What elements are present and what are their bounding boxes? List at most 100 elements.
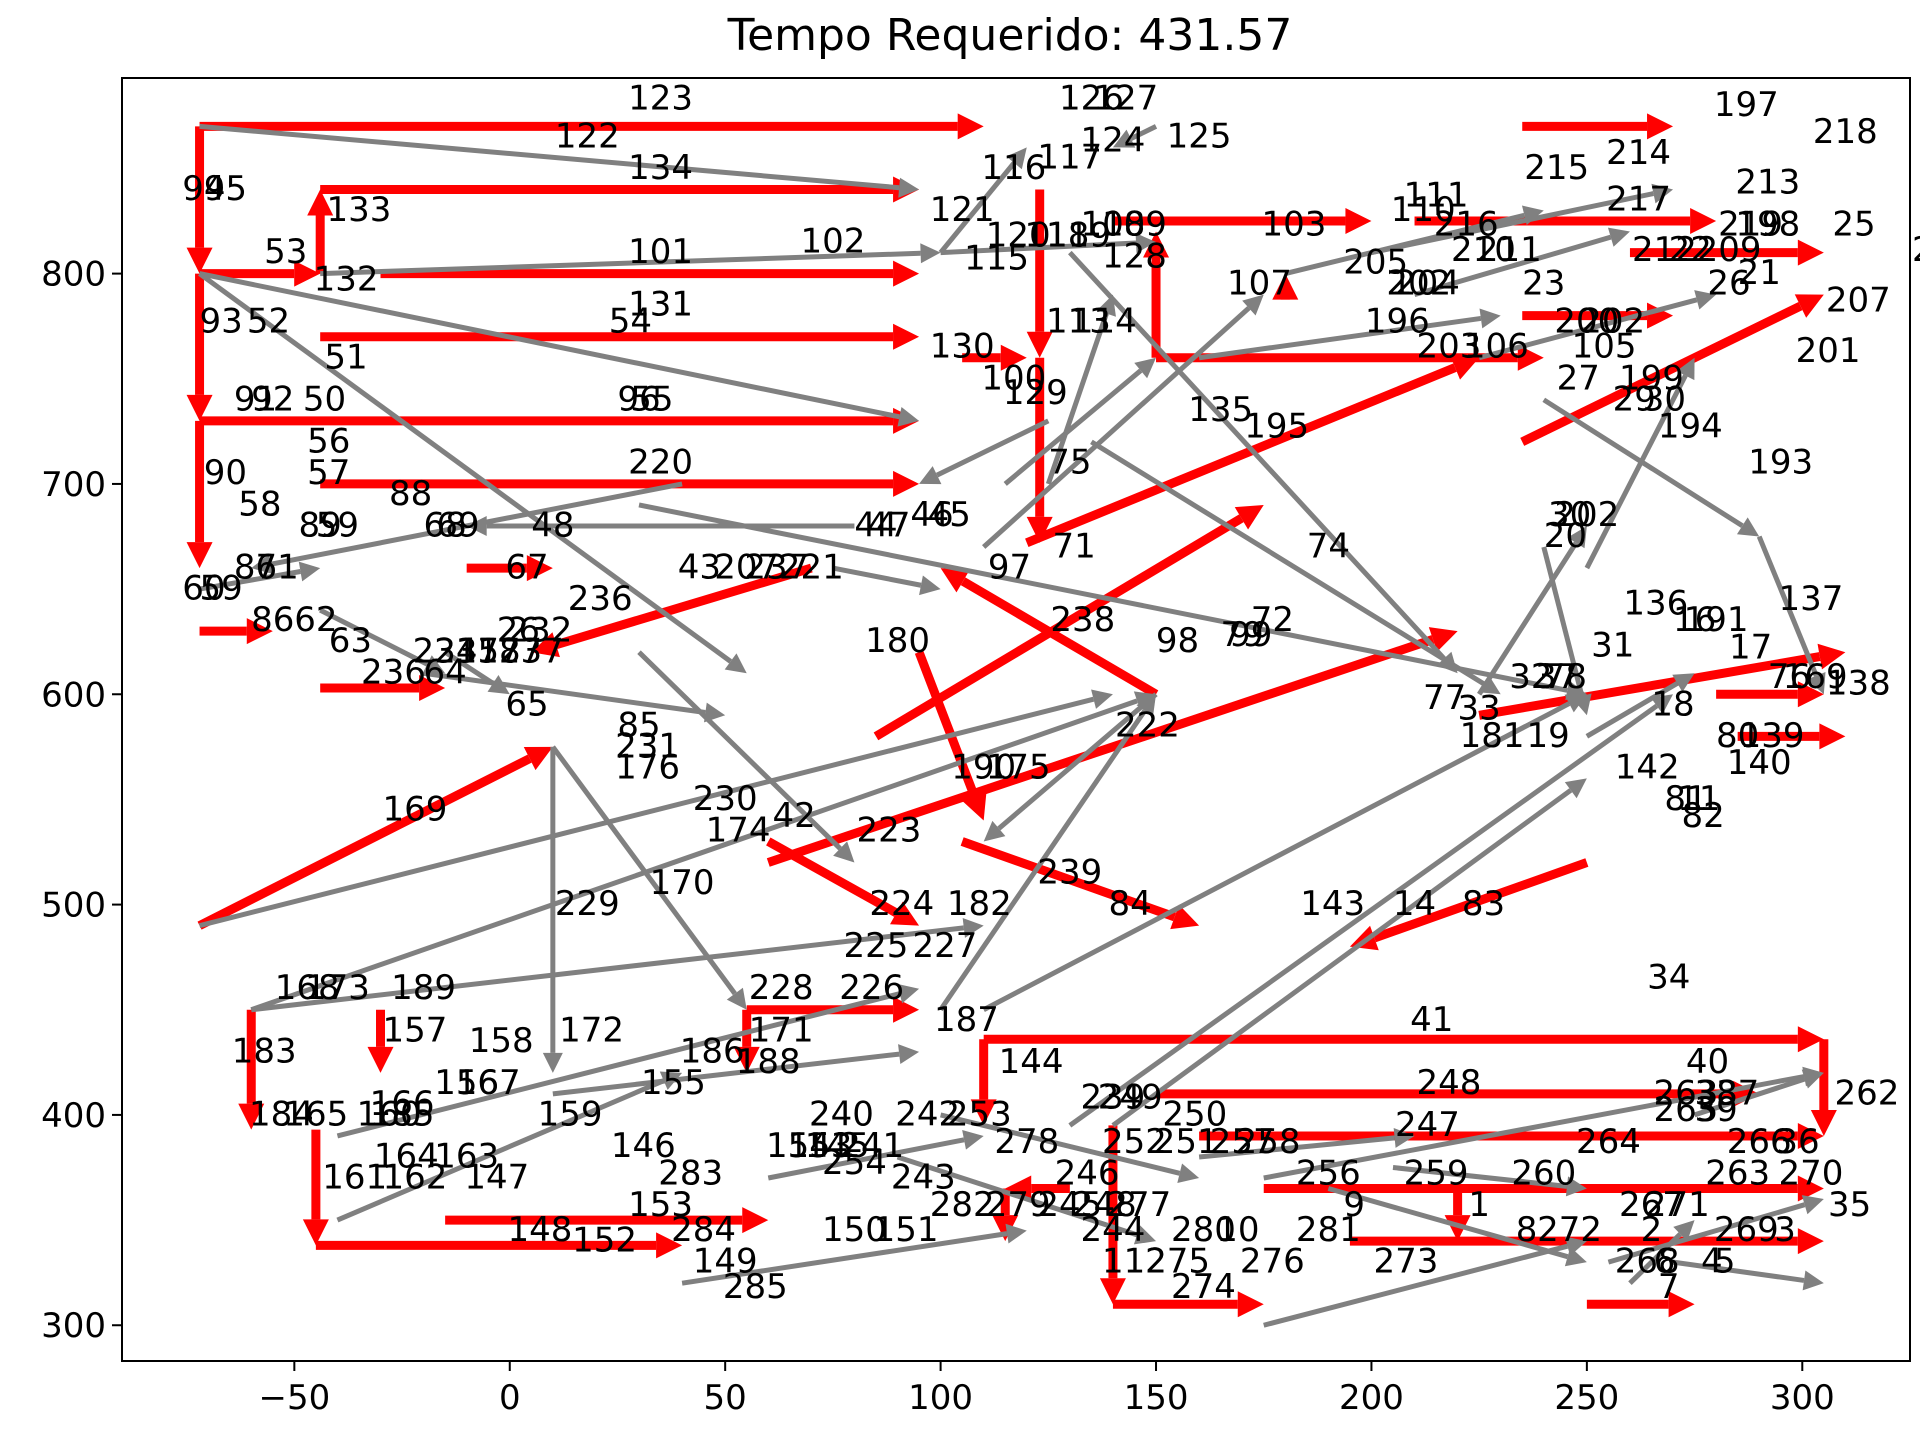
node-label: 253: [947, 1094, 1012, 1134]
route-line: [1045, 312, 1109, 485]
route-line: [250, 925, 965, 1013]
node-label: 37: [1535, 657, 1578, 697]
node-label: 271: [1645, 1185, 1710, 1225]
node-label: 83: [1462, 884, 1505, 924]
route-line: [1756, 535, 1819, 677]
node-label: 21: [1738, 253, 1781, 293]
node-label: 96: [617, 379, 660, 419]
node-label: 103: [1261, 205, 1326, 245]
x-axis: −50 0 50 100 150 200 250 300: [258, 1361, 1835, 1418]
node-label: 186: [680, 1031, 745, 1071]
route-segment: [1629, 239, 1824, 266]
node-label: 279: [986, 1185, 1051, 1225]
node-label: 37: [1716, 1073, 1759, 1113]
route-segment: [466, 555, 553, 582]
node-label: 82: [1682, 796, 1725, 836]
node-label: 259: [1404, 1153, 1469, 1193]
route-line: [1628, 1232, 1683, 1285]
x-tick-label: 200: [1339, 1378, 1404, 1418]
node-label: 108: [1080, 205, 1145, 245]
node-label: 216: [1434, 205, 1499, 245]
node-label: 35: [1828, 1185, 1871, 1225]
node-label: 160: [357, 1094, 422, 1134]
node-label: 239: [1080, 1078, 1145, 1118]
route-arrowhead: [1676, 357, 1695, 381]
route-line: [1478, 652, 1821, 720]
route-line: [1003, 368, 1143, 486]
route-line: [1372, 858, 1589, 943]
node-label: 38: [1694, 1073, 1737, 1113]
node-label: 94: [182, 169, 225, 209]
y-tick-label: 700: [41, 465, 106, 505]
node-label: 97: [988, 548, 1031, 588]
route-arrowhead: [1819, 723, 1846, 750]
node-label: 18: [1651, 684, 1694, 724]
route-segment: [919, 418, 1050, 485]
node-label: 202: [1580, 301, 1645, 341]
route-arrowhead: [992, 1215, 1019, 1242]
route-segment: [1520, 294, 1824, 446]
route-arrowhead: [1272, 273, 1299, 300]
route-segment: [186, 273, 213, 421]
route-arrowhead: [1143, 231, 1170, 258]
node-label: 3: [1774, 1210, 1796, 1250]
route-segment: [1584, 357, 1695, 570]
route-segment: [733, 1009, 760, 1073]
route-segment: [1693, 1069, 1824, 1118]
node-label: 85: [617, 705, 660, 745]
route-line: [873, 514, 1244, 741]
node-label: 29: [1613, 379, 1656, 419]
y-tick-label: 800: [41, 255, 106, 295]
route-arrowhead: [898, 1044, 920, 1065]
node-label: 45: [928, 495, 971, 535]
node-label: 281: [1296, 1210, 1361, 1250]
node-label: 134: [628, 148, 693, 188]
route-segment: [1478, 290, 1717, 361]
node-label: 165: [283, 1094, 348, 1134]
route-arrowhead: [893, 996, 920, 1023]
node-label: 30: [1548, 495, 1591, 535]
route-arrowhead: [1817, 643, 1846, 670]
node-label: 152: [572, 1221, 637, 1261]
node-label: 62: [294, 600, 337, 640]
chart-title: Tempo Requerido: 431.57: [727, 10, 1293, 61]
route-arrowhead: [940, 568, 970, 593]
route-arrowhead: [897, 983, 920, 1004]
node-label: 276: [1240, 1242, 1305, 1282]
node-label: 57: [307, 453, 350, 493]
node-label: 50: [303, 379, 346, 419]
route-line: [1392, 1165, 1568, 1189]
node-label: 36: [1776, 1122, 1819, 1162]
route-arrowhead: [246, 618, 273, 645]
route-segment: [542, 746, 563, 1073]
route-arrowhead: [251, 554, 273, 575]
node-label: 220: [628, 442, 693, 482]
route-arrowhead: [1005, 1175, 1032, 1202]
node-label: 235: [434, 632, 499, 672]
node-label: 126: [1059, 79, 1124, 119]
node-label: 234: [413, 632, 478, 672]
route-segments: [186, 113, 1846, 1328]
route-segment: [1025, 355, 1480, 547]
route-arrowhead: [1797, 1228, 1824, 1255]
node-label: 117: [1037, 137, 1102, 177]
y-tick-label: 400: [41, 1096, 106, 1136]
route-arrowhead: [367, 1046, 394, 1073]
node-label: 196: [1365, 301, 1430, 341]
node-label: 121: [930, 190, 995, 230]
route-line: [1263, 1243, 1569, 1328]
route-line: [1370, 191, 1654, 256]
node-label: 164: [374, 1136, 439, 1176]
node-label: 153: [628, 1185, 693, 1225]
route-line: [960, 577, 1159, 699]
route-segment: [1737, 723, 1846, 750]
route-segment: [1541, 546, 1592, 716]
route-arrowhead: [302, 1219, 329, 1246]
route-line: [1068, 703, 1659, 1128]
node-label: 268: [1615, 1242, 1680, 1282]
x-tick-label: 50: [704, 1378, 747, 1418]
route-segment: [199, 561, 321, 592]
node-label: 116: [981, 148, 1046, 188]
route-segment: [307, 189, 334, 274]
node-label: 273: [1373, 1242, 1438, 1282]
